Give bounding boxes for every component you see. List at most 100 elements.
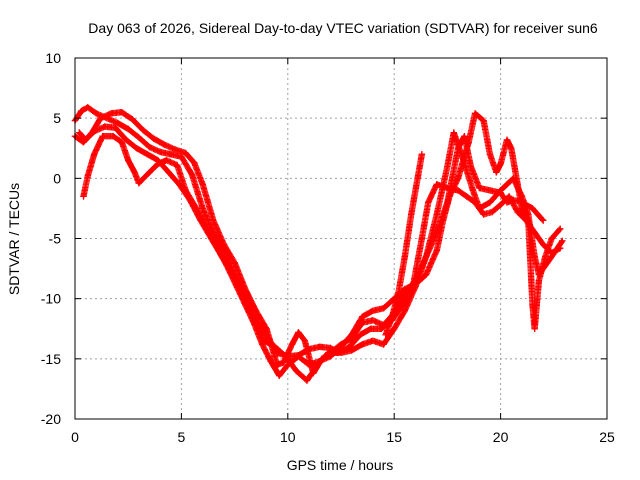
data-point — [101, 123, 108, 130]
data-point — [150, 135, 157, 142]
data-point — [378, 325, 385, 332]
series-track-5 — [382, 151, 426, 338]
data-point — [422, 253, 430, 260]
series-track-3 — [80, 110, 564, 379]
data-point — [93, 110, 100, 117]
data-point — [367, 325, 374, 332]
data-point — [231, 259, 238, 266]
data-point — [197, 217, 204, 224]
data-point — [112, 124, 119, 131]
data-point — [450, 129, 457, 136]
y-tick-label: 0 — [53, 170, 61, 186]
data-point — [529, 301, 536, 308]
data-point — [433, 247, 440, 254]
data-point — [399, 301, 406, 308]
data-point — [531, 253, 538, 260]
data-point — [167, 151, 174, 158]
data-point — [518, 205, 526, 212]
data-point — [433, 181, 440, 188]
data-point — [503, 181, 511, 188]
data-point — [135, 134, 143, 141]
data-point — [425, 199, 432, 206]
data-point — [467, 163, 475, 170]
data-point — [118, 108, 126, 116]
data-point — [497, 160, 504, 168]
data-point — [305, 361, 313, 369]
data-point — [316, 343, 323, 350]
data-point — [199, 205, 206, 212]
y-tick-label: -10 — [41, 291, 61, 307]
data-point — [539, 217, 547, 224]
data-point — [131, 169, 138, 176]
data-point — [480, 211, 487, 218]
data-point — [156, 148, 164, 156]
data-point — [556, 244, 564, 252]
data-point — [139, 127, 147, 134]
x-tick-label: 25 — [599, 429, 615, 445]
data-point — [382, 331, 389, 338]
data-point — [82, 136, 89, 144]
data-point — [90, 151, 98, 158]
data-point — [84, 104, 91, 111]
series-markers — [71, 104, 547, 360]
data-point — [80, 193, 87, 200]
data-point — [122, 136, 130, 144]
x-tick-label: 0 — [71, 429, 79, 445]
data-point — [548, 235, 555, 242]
data-point — [508, 145, 515, 152]
data-point — [110, 133, 117, 140]
data-point — [250, 313, 257, 320]
data-point — [76, 129, 83, 136]
data-point — [531, 325, 538, 332]
data-point — [493, 169, 500, 176]
data-point — [401, 285, 409, 293]
data-point — [325, 349, 332, 357]
x-tick-label: 20 — [493, 429, 509, 445]
data-point — [433, 211, 440, 218]
data-points — [71, 104, 566, 384]
data-point — [380, 341, 387, 348]
data-point — [171, 146, 179, 153]
data-point — [395, 289, 402, 296]
data-point — [488, 208, 496, 216]
data-point — [486, 187, 494, 194]
data-point — [486, 151, 494, 158]
data-point — [446, 193, 453, 200]
data-point — [229, 268, 236, 276]
data-point — [369, 317, 377, 324]
data-point — [282, 353, 289, 360]
data-point — [295, 329, 302, 336]
data-point — [463, 193, 470, 200]
data-point — [522, 217, 530, 224]
data-point — [125, 125, 132, 133]
data-point — [267, 358, 274, 365]
data-point — [408, 211, 415, 218]
data-point — [503, 136, 511, 144]
data-point — [146, 169, 153, 176]
data-point — [480, 117, 487, 124]
data-point — [107, 110, 115, 117]
data-point — [259, 341, 266, 348]
y-tick-label: 5 — [53, 110, 61, 126]
data-point — [135, 179, 143, 187]
data-point — [497, 187, 504, 194]
y-tick-label: -5 — [49, 231, 62, 247]
data-point — [90, 128, 98, 135]
data-point — [469, 187, 477, 194]
data-point — [454, 187, 462, 194]
data-point — [154, 157, 162, 164]
data-point — [199, 181, 206, 188]
data-point — [514, 208, 521, 216]
data-point — [471, 110, 479, 117]
data-point — [535, 277, 543, 284]
data-point — [133, 145, 140, 152]
data-point — [359, 341, 366, 348]
data-point — [401, 307, 409, 314]
data-point — [454, 175, 462, 182]
data-point — [348, 347, 355, 354]
data-point — [410, 281, 417, 288]
data-point — [173, 161, 181, 169]
data-point — [97, 114, 104, 122]
data-point — [220, 241, 228, 248]
